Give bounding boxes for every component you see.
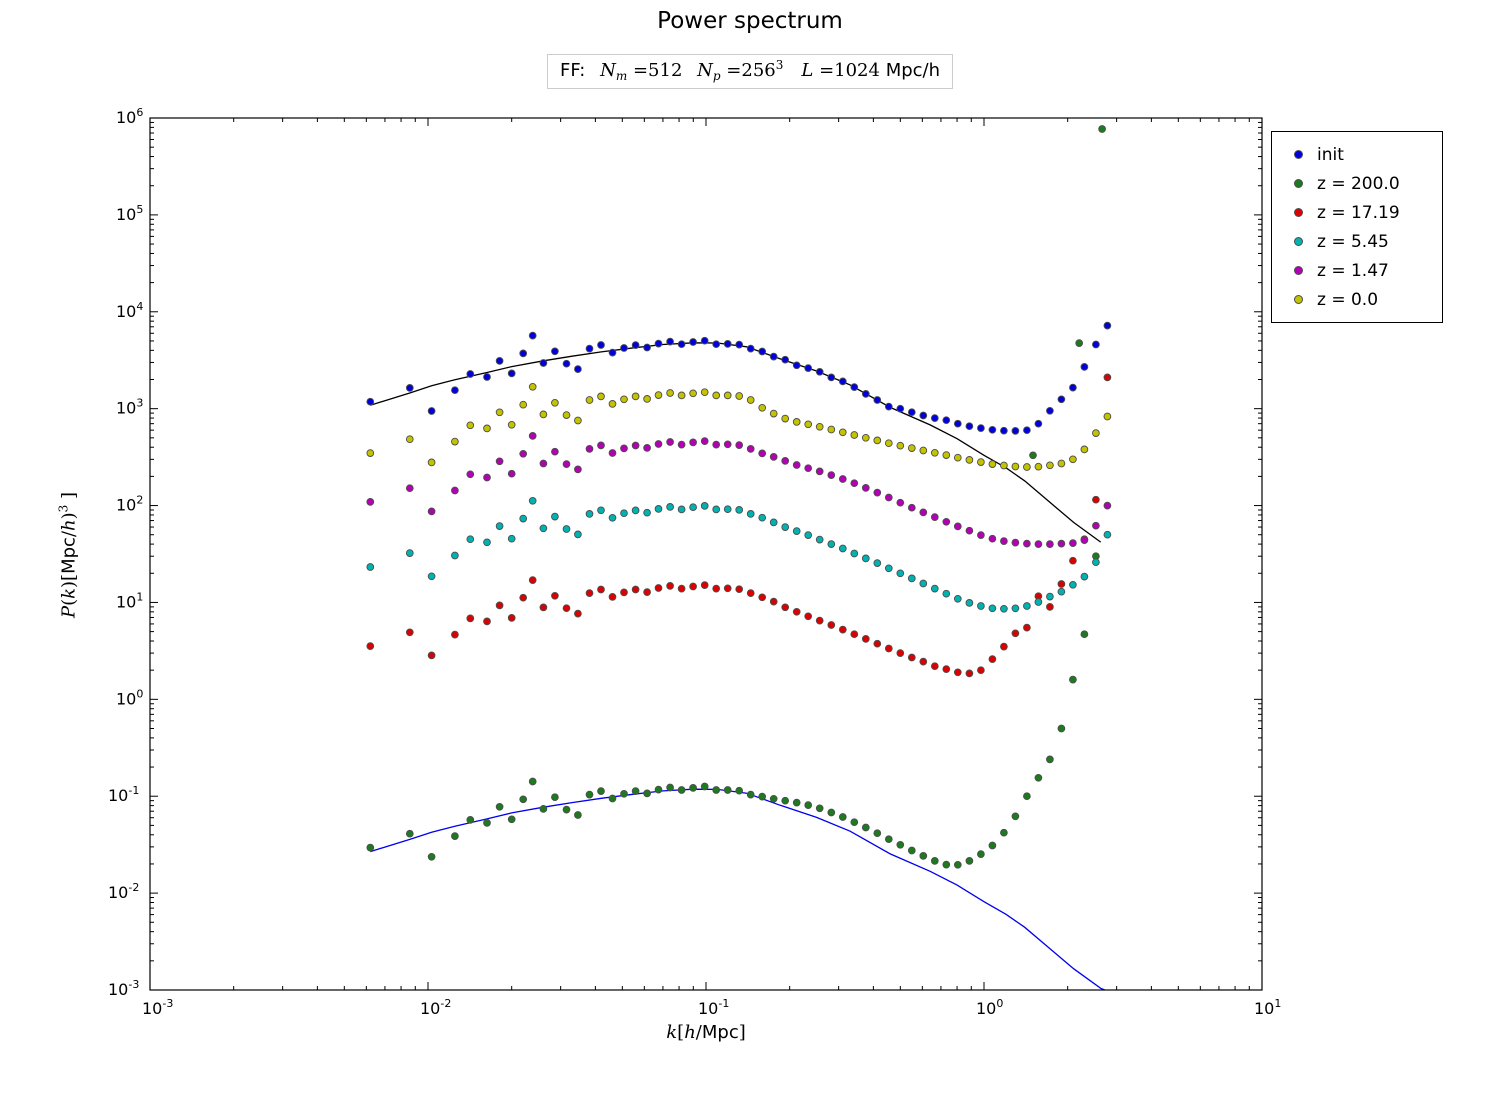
x-tick-label: 101 bbox=[1254, 997, 1281, 1018]
legend-label: z = 5.45 bbox=[1317, 231, 1389, 252]
y-tick-label: 10-2 bbox=[108, 881, 139, 902]
legend-item-z-200.0: z = 200.0 bbox=[1282, 169, 1428, 198]
x-tick-label: 10-1 bbox=[698, 997, 729, 1018]
legend-marker-icon bbox=[1294, 208, 1303, 217]
subtitle-text: FF: Nm =512 Np =2563 L =1024 Mpc/h bbox=[559, 58, 941, 83]
y-tick-label: 10-3 bbox=[108, 978, 139, 999]
y-tick-label: 105 bbox=[116, 203, 143, 224]
legend-label: z = 17.19 bbox=[1317, 202, 1400, 223]
legend-item-init: init bbox=[1282, 140, 1428, 169]
legend: init z = 200.0 z = 17.19 z = 5.45 z = 1.47 z … bbox=[1271, 131, 1443, 323]
legend-marker-icon bbox=[1294, 150, 1303, 159]
legend-marker-icon bbox=[1294, 237, 1303, 246]
plot-frame bbox=[149, 117, 1263, 991]
legend-label: z = 0.0 bbox=[1317, 289, 1379, 310]
series-init bbox=[366, 321, 1112, 435]
figure-subtitle: FF: Nm =512 Np =2563 L =1024 Mpc/h bbox=[546, 54, 954, 89]
legend-marker-icon bbox=[1294, 266, 1303, 275]
legend-item-z-0.0: z = 0.0 bbox=[1282, 285, 1428, 314]
x-tick-label: 100 bbox=[976, 997, 1003, 1018]
y-tick-label: 100 bbox=[116, 687, 143, 708]
subtitle-part: p bbox=[712, 69, 721, 83]
axis-ticks bbox=[149, 117, 1263, 991]
legend-label: z = 1.47 bbox=[1317, 260, 1389, 281]
x-tick-label: 10-2 bbox=[420, 997, 451, 1018]
subtitle-part: L bbox=[801, 60, 814, 81]
figure-title: Power spectrum bbox=[657, 8, 843, 34]
subtitle-part: N bbox=[697, 60, 713, 81]
subtitle-part: N bbox=[600, 60, 616, 81]
y-tick-label: 104 bbox=[116, 300, 143, 321]
legend-label: z = 200.0 bbox=[1317, 173, 1400, 194]
y-tick-label: 102 bbox=[116, 494, 143, 515]
y-tick-label: 10-1 bbox=[108, 784, 139, 805]
legend-marker-icon bbox=[1294, 295, 1303, 304]
series-z-17.19 bbox=[366, 373, 1112, 678]
subtitle-part: Mpc/h bbox=[879, 60, 941, 81]
subtitle-part: =1024 bbox=[813, 60, 880, 81]
legend-marker-icon bbox=[1294, 179, 1303, 188]
subtitle-part: FF: bbox=[559, 60, 601, 81]
y-tick-label: 101 bbox=[116, 590, 143, 611]
series-z-0.0 bbox=[366, 382, 1112, 471]
subtitle-part: =256 bbox=[720, 60, 776, 81]
series-z-1.47 bbox=[366, 432, 1112, 548]
x-axis-label: k[h/Mpc] bbox=[666, 1022, 746, 1043]
y-tick-label: 106 bbox=[116, 106, 143, 127]
x-tick-label: 10-3 bbox=[142, 997, 173, 1018]
series-z-5.45 bbox=[366, 496, 1112, 613]
line-theory-z200 bbox=[370, 788, 1106, 991]
subtitle-part: =512 bbox=[627, 60, 683, 81]
subtitle-part: m bbox=[615, 69, 628, 83]
legend-item-z-5.45: z = 5.45 bbox=[1282, 227, 1428, 256]
legend-item-z-17.19: z = 17.19 bbox=[1282, 198, 1428, 227]
legend-item-z-1.47: z = 1.47 bbox=[1282, 256, 1428, 285]
y-tick-label: 103 bbox=[116, 397, 143, 418]
line-theory-init bbox=[370, 342, 1102, 543]
subtitle-part: 3 bbox=[775, 58, 784, 72]
y-axis-label: P(k)[Mpc/h)3 ] bbox=[56, 491, 80, 619]
series-z-200.0 bbox=[366, 125, 1106, 869]
legend-label: init bbox=[1317, 144, 1344, 165]
